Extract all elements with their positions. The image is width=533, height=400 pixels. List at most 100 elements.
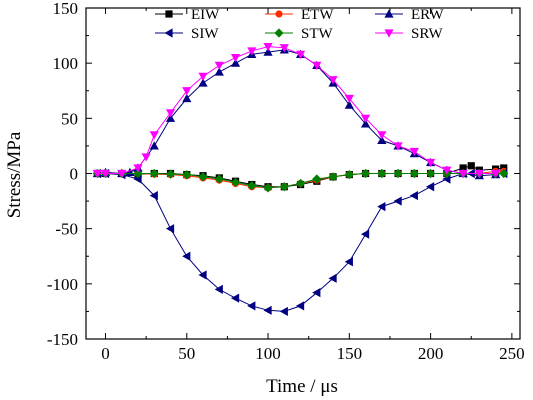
data-point-stw — [149, 168, 159, 179]
data-point-siw — [133, 174, 142, 184]
data-point-siw — [230, 293, 240, 303]
data-point-stw — [198, 172, 208, 182]
data-point-siw — [328, 273, 337, 283]
data-point-eiw — [467, 162, 475, 170]
legend-label: EIW — [191, 7, 220, 23]
data-point-srw — [133, 164, 143, 173]
data-point-srw — [312, 61, 322, 70]
data-point-siw — [279, 306, 288, 317]
data-point-erw — [165, 113, 176, 122]
data-point-erw — [344, 100, 354, 109]
data-point-srw — [92, 169, 102, 179]
data-point-stw — [279, 182, 289, 192]
data-point-siw — [442, 174, 451, 184]
legend-label: ETW — [301, 7, 334, 23]
data-point-srw — [458, 169, 468, 179]
series-line-siw — [97, 173, 504, 312]
data-point-srw — [182, 87, 192, 96]
data-point-erw — [377, 135, 387, 144]
data-point-srw — [263, 43, 273, 52]
legend-marker — [275, 10, 283, 18]
data-point-siw — [377, 202, 386, 212]
legend-label: STW — [301, 26, 334, 42]
y-tick-label-5: 100 — [53, 54, 79, 73]
series-siw — [92, 168, 508, 317]
legend-marker — [384, 9, 394, 18]
data-point-srw — [198, 72, 208, 82]
legend-item-siw: SIW — [155, 26, 219, 42]
data-point-srw — [230, 54, 241, 63]
data-point-siw — [247, 301, 256, 311]
data-point-stw — [133, 168, 143, 179]
legend-label: SRW — [411, 26, 444, 42]
y-tick-label-6: 150 — [53, 0, 79, 18]
legend-item-srw: SRW — [375, 26, 444, 42]
data-point-srw — [344, 94, 354, 104]
data-point-srw — [141, 153, 151, 162]
data-point-srw — [117, 169, 127, 179]
data-point-siw — [344, 257, 353, 267]
axes: 0 50 100 150 200 250 -150 -100 -50 0 50 100 150 — [47, 0, 525, 363]
data-point-srw — [165, 109, 176, 118]
series-line-srw — [97, 46, 496, 174]
data-point-stw — [295, 178, 306, 189]
data-point-siw — [295, 301, 305, 311]
data-point-srw — [442, 166, 452, 175]
data-point-siw — [312, 288, 321, 298]
data-point-erw — [230, 58, 241, 67]
data-point-stw — [409, 168, 419, 179]
x-tick-label-5: 250 — [499, 344, 525, 363]
data-point-siw — [409, 190, 418, 201]
data-point-stw — [165, 169, 176, 179]
y-tick-label-4: 50 — [61, 109, 78, 128]
data-point-stw — [312, 174, 322, 184]
legend-item-erw: ERW — [375, 7, 444, 23]
legend: EIW ETW ERW SIW STW SRW — [155, 7, 444, 42]
x-tick-label-2: 100 — [255, 344, 281, 363]
legend-marker — [164, 28, 173, 38]
series-erw — [92, 45, 501, 180]
data-point-stw — [393, 168, 403, 179]
legend-item-eiw: EIW — [155, 7, 220, 23]
y-tick-label-2: -50 — [55, 220, 78, 239]
data-point-siw — [393, 196, 402, 206]
legend-marker — [384, 29, 394, 38]
data-point-srw — [279, 44, 289, 53]
data-point-srw — [393, 142, 403, 151]
data-point-stw — [328, 172, 338, 182]
series-line-erw — [97, 49, 496, 177]
legend-label: SIW — [191, 26, 219, 42]
y-tick-label-3: 0 — [70, 165, 79, 184]
data-point-srw — [214, 61, 224, 70]
data-point-siw — [214, 284, 223, 294]
data-point-stw — [360, 168, 371, 179]
legend-item-stw: STW — [265, 26, 334, 42]
data-point-srw — [491, 169, 501, 179]
y-tick-label-1: -100 — [47, 275, 78, 294]
data-point-siw — [182, 251, 191, 261]
data-point-srw — [409, 147, 419, 157]
data-point-srw — [295, 50, 306, 59]
x-axis-title: Time / μs — [266, 376, 338, 397]
data-point-srw — [247, 47, 257, 56]
data-point-stw — [344, 170, 354, 180]
data-point-srw — [360, 114, 371, 123]
data-point-erw — [198, 78, 208, 87]
data-point-erw — [182, 93, 192, 103]
legend-marker — [165, 10, 173, 18]
data-point-stw — [214, 174, 224, 184]
legend-item-etw: ETW — [265, 7, 334, 23]
data-point-stw — [182, 170, 192, 180]
x-tick-label-3: 150 — [337, 344, 363, 363]
data-point-stw — [425, 168, 436, 179]
x-tick-label-4: 200 — [418, 344, 444, 363]
data-point-erw — [360, 119, 371, 128]
data-point-siw — [198, 270, 207, 280]
y-axis-title: Stress/MPa — [4, 131, 25, 218]
data-point-srw — [149, 131, 159, 140]
data-point-srw — [100, 169, 111, 179]
data-point-stw — [499, 168, 509, 179]
data-point-stw — [263, 183, 273, 193]
data-point-stw — [247, 181, 257, 191]
